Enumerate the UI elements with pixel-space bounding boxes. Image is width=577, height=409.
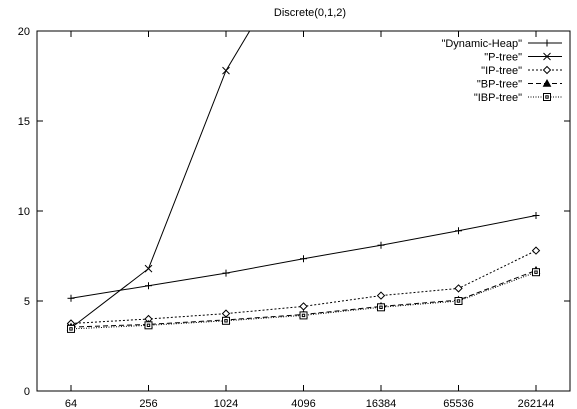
legend-marker [542, 78, 552, 87]
data-point [376, 291, 386, 300]
x-tick-label: 4096 [291, 398, 315, 409]
y-tick-label: 0 [24, 386, 30, 398]
x-axis: 64 256 1024 4096 16384 65536 262144 [65, 31, 554, 409]
data-point [532, 212, 540, 219]
marker-inner [456, 299, 461, 303]
data-point [531, 246, 541, 255]
data-point [67, 294, 75, 302]
marker-shape [532, 268, 540, 277]
data-point [299, 302, 308, 311]
marker-inner [545, 95, 549, 99]
x-tick-label: 65536 [443, 398, 474, 409]
legend-label: "BP-tree" [477, 79, 522, 91]
marker-shape [454, 284, 463, 293]
x-tick-label: 1024 [214, 398, 238, 409]
marker-inner [224, 319, 228, 323]
legend-marker [543, 39, 551, 47]
legend-label: "P-tree" [484, 52, 522, 64]
marker-shape [377, 303, 385, 312]
legend-label: "IBP-tree" [474, 92, 522, 104]
marker-shape [376, 291, 386, 300]
data-point [377, 303, 385, 312]
marker-shape [144, 321, 153, 330]
marker-inner [69, 327, 73, 331]
legend-label: "Dynamic-Heap" [441, 38, 522, 50]
marker-inner [301, 313, 306, 318]
y-tick-label: 20 [18, 26, 30, 38]
x-tick-label: 256 [139, 398, 157, 409]
marker-shape [543, 93, 551, 101]
x-tick-label: 64 [65, 398, 77, 409]
data-point [377, 241, 385, 249]
data-point [454, 297, 463, 305]
data-point [145, 282, 152, 290]
marker-shape [454, 297, 463, 305]
series-1 [67, 31, 251, 332]
marker-inner [146, 323, 151, 328]
y-tick-label: 15 [18, 116, 30, 128]
series-4 [67, 268, 540, 333]
marker-shape [531, 246, 541, 255]
marker-inner [534, 270, 538, 274]
data-point [299, 311, 308, 320]
series-line [70, 271, 537, 330]
data-point [67, 324, 75, 333]
marker-shape [299, 311, 308, 320]
y-tick-label: 5 [24, 296, 30, 308]
data-point [532, 268, 540, 277]
legend-marker [543, 93, 551, 101]
marker-shape [542, 65, 552, 75]
legend-label: "IP-tree" [481, 65, 522, 77]
chart-title: Discrete(0,1,2) [274, 7, 346, 19]
data-point [222, 316, 230, 325]
marker-shape [67, 324, 75, 333]
data-point [454, 284, 463, 293]
x-tick-label: 16384 [366, 398, 397, 409]
marker-stroke [144, 264, 153, 273]
y-tick-label: 10 [18, 206, 30, 218]
data-point [144, 264, 153, 273]
series-0 [67, 212, 540, 302]
legend-marker [542, 65, 552, 75]
legend-marker [543, 52, 551, 61]
data-point [455, 227, 462, 235]
legend: "Dynamic-Heap" "P-tree""IP-tree" "BP-tree"… [441, 38, 562, 104]
series-line [70, 31, 251, 329]
data-point [222, 66, 230, 75]
marker-stroke [222, 66, 230, 75]
marker-shape [222, 316, 230, 325]
x-tick-label: 262144 [518, 398, 555, 409]
series-layer [66, 31, 541, 333]
marker-inner [379, 305, 383, 310]
data-point [300, 255, 307, 263]
marker-stroke [543, 52, 551, 61]
marker-shape [542, 78, 552, 87]
data-point [144, 321, 153, 330]
data-point [222, 269, 230, 277]
y-axis: 0 5 10 15 20 [18, 26, 570, 398]
marker-shape [299, 302, 308, 311]
